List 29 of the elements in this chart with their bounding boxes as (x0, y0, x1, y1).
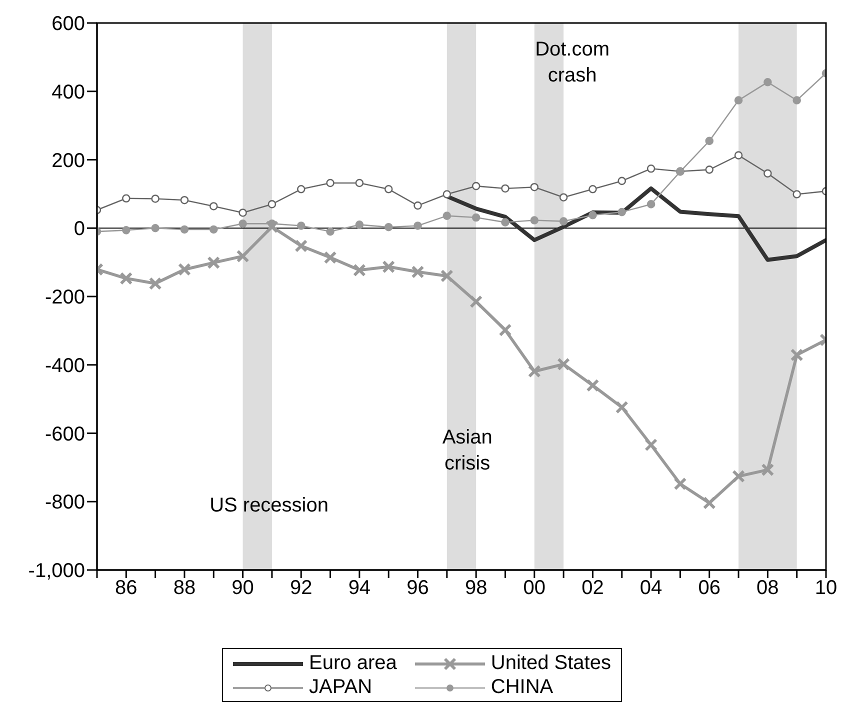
x-tick-label: 90 (232, 577, 254, 600)
x-tick-label: 92 (290, 577, 312, 600)
annotation: Asian crisis (442, 426, 492, 475)
y-tick-label: 400 (52, 81, 85, 104)
x-tick-label: 96 (406, 577, 429, 600)
y-tick-label: 0 (74, 218, 85, 240)
y-tick-label: -400 (44, 354, 85, 377)
legend-label: United States (490, 651, 611, 675)
legend-label: JAPAN (308, 675, 374, 699)
x-tick-label: 88 (173, 577, 196, 600)
x-tick-label: 08 (756, 577, 779, 600)
annotation: US recession (210, 494, 329, 516)
annotation: Dot.com crash (535, 38, 610, 86)
x-tick-label: 06 (698, 577, 720, 600)
x-tick-label: 00 (523, 577, 546, 600)
y-tick-label: -200 (44, 286, 85, 309)
x-tick-label: 94 (348, 577, 371, 600)
y-tick-label: -1,000 (28, 560, 85, 582)
x-tick-label: 86 (115, 577, 138, 600)
x-tick-label: 02 (582, 577, 604, 600)
y-tick-label: -600 (44, 423, 85, 446)
x-tick-label: 98 (464, 577, 488, 600)
x-tick-label: 04 (640, 577, 662, 600)
legend-label: Euro area (308, 651, 397, 675)
y-tick-label: -800 (44, 492, 85, 514)
y-tick-label: 600 (52, 13, 85, 36)
legend-label: CHINA (490, 675, 554, 699)
y-tick-label: 200 (52, 150, 85, 172)
x-tick-label: 10 (814, 577, 838, 600)
